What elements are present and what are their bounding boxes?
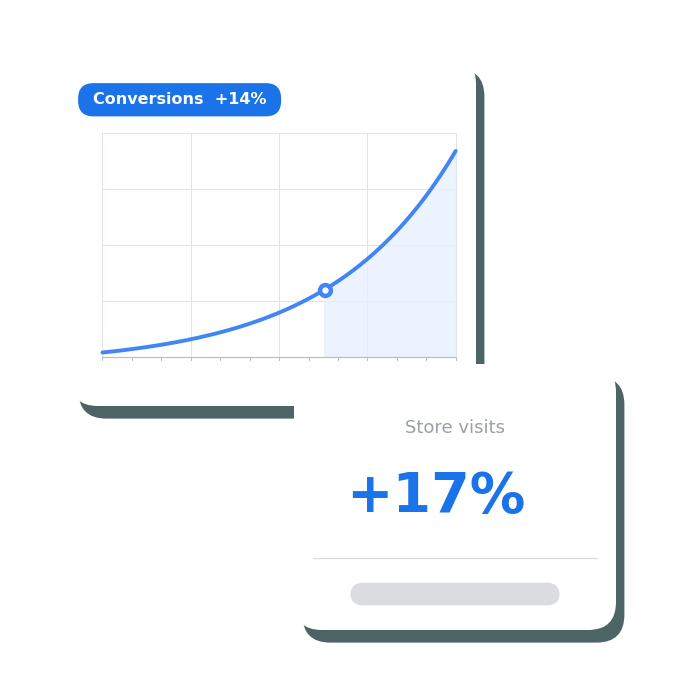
FancyBboxPatch shape: [350, 583, 560, 606]
FancyBboxPatch shape: [294, 364, 616, 630]
FancyBboxPatch shape: [70, 56, 476, 406]
FancyBboxPatch shape: [78, 69, 484, 419]
Polygon shape: [325, 151, 456, 357]
Text: Store visits: Store visits: [405, 419, 505, 437]
Text: Conversions  +14%: Conversions +14%: [93, 92, 267, 107]
FancyBboxPatch shape: [78, 83, 281, 116]
FancyBboxPatch shape: [302, 377, 624, 643]
Text: +17%: +17%: [346, 470, 526, 524]
